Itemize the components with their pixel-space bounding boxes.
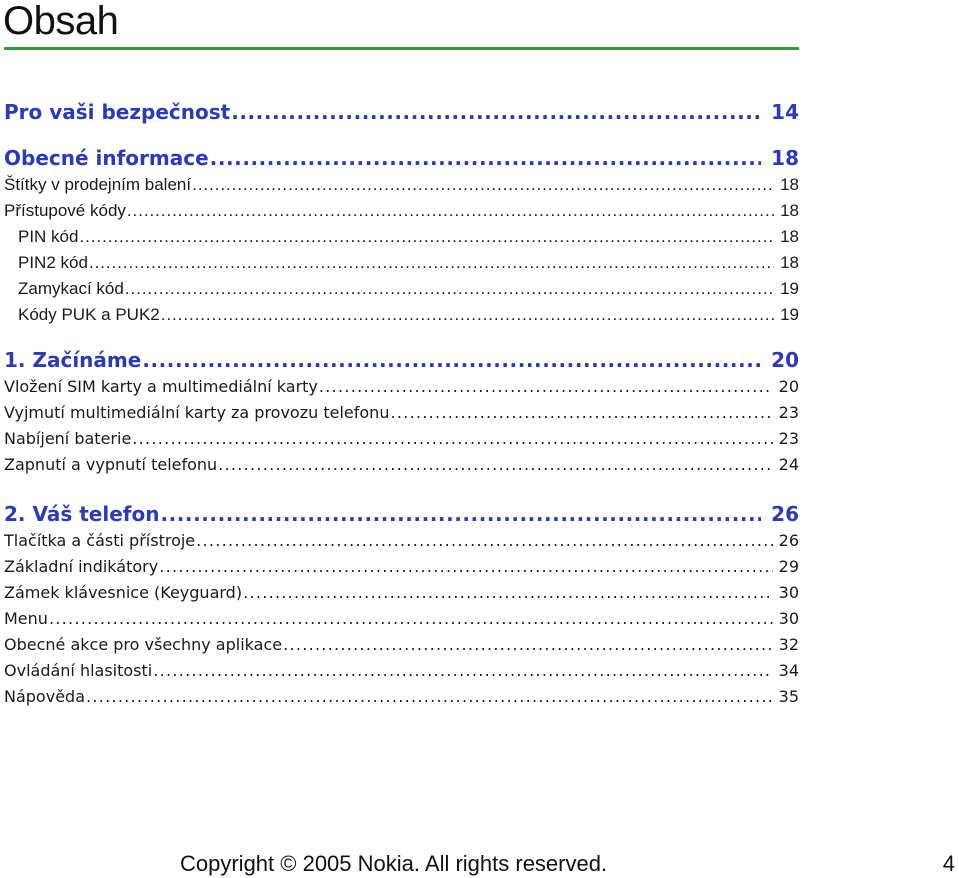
toc-entry-title: PIN kód: [18, 227, 79, 246]
toc-entry-page: 23: [778, 429, 799, 448]
toc-leader-dots: [159, 554, 772, 580]
toc-leader-dots: [218, 452, 772, 478]
toc-section-title: 2. Váš telefon: [4, 502, 160, 526]
toc-entry-title: Nabíjení baterie: [4, 429, 132, 448]
toc-entry-title: Vložení SIM karty a multimediální karty: [4, 377, 318, 396]
page-title: Obsah: [3, 0, 119, 43]
toc-leader-dots: [231, 98, 761, 126]
toc-entry-title: Základní indikátory: [4, 557, 159, 576]
toc-entry[interactable]: Základní indikátory 29: [4, 554, 799, 580]
toc-entry[interactable]: Zámek klávesnice (Keyguard) 30: [4, 580, 799, 606]
toc-section[interactable]: Obecné informace 18: [4, 144, 799, 172]
toc-entry-title: PIN2 kód: [18, 253, 88, 272]
toc-section-page: 18: [771, 146, 799, 170]
toc-entry-title: Přístupové kódy: [4, 201, 126, 220]
toc-leader-dots: [125, 276, 774, 302]
copyright-notice: Copyright © 2005 Nokia. All rights reser…: [180, 851, 608, 876]
toc-entry-page: 24: [778, 455, 799, 474]
toc-entry[interactable]: Vložení SIM karty a multimediální karty 2…: [4, 374, 799, 400]
toc-entry[interactable]: Vyjmutí multimediální karty za provozu t…: [4, 400, 799, 426]
toc-entry-page: 30: [778, 609, 799, 628]
toc-entry[interactable]: Kódy PUK a PUK2 19: [18, 302, 799, 328]
toc-entry[interactable]: PIN kód 18: [18, 224, 799, 250]
toc-entry-page: 20: [778, 377, 799, 396]
toc-entry-title: Ovládání hlasitosti: [4, 661, 153, 680]
toc-leader-dots: [160, 500, 761, 528]
toc-section-page: 20: [771, 348, 799, 372]
toc-entry-page: 18: [780, 253, 799, 272]
toc-entry-title: Štítky v prodejním balení: [4, 175, 192, 194]
toc-section[interactable]: 2. Váš telefon 26: [4, 500, 799, 528]
toc-entry-title: Obecné akce pro všechny aplikace: [4, 635, 283, 654]
toc-leader-dots: [49, 606, 773, 632]
toc-entry[interactable]: Štítky v prodejním balení 18: [4, 172, 799, 198]
toc-entry-title: Kódy PUK a PUK2: [18, 305, 160, 324]
toc-leader-dots: [142, 346, 761, 374]
toc-section-title: 1. Začínáme: [4, 348, 142, 372]
toc-leader-dots: [192, 172, 774, 198]
toc-entry-page: 29: [778, 557, 799, 576]
toc-entry-title: Vyjmutí multimediální karty za provozu t…: [4, 403, 390, 422]
toc-section-page: 14: [771, 100, 799, 124]
toc-entry-page: 19: [780, 279, 799, 298]
toc-entry[interactable]: Přístupové kódy 18: [4, 198, 799, 224]
toc-leader-dots: [161, 302, 774, 328]
toc-section-title: Pro vaši bezpečnost: [4, 100, 231, 124]
toc-entry-title: Zámek klávesnice (Keyguard): [4, 583, 243, 602]
toc-entry-title: Zamykací kód: [18, 279, 124, 298]
toc-entry[interactable]: Nápověda 35: [4, 684, 799, 710]
toc-entry-title: Tlačítka a části přístroje: [4, 531, 196, 550]
toc-entry[interactable]: Menu 30: [4, 606, 799, 632]
toc-leader-dots: [127, 198, 774, 224]
toc-entry-page: 35: [778, 687, 799, 706]
toc-leader-dots: [86, 684, 773, 710]
toc-leader-dots: [319, 374, 773, 400]
toc-entry-page: 34: [778, 661, 799, 680]
toc-entry-title: Nápověda: [4, 687, 85, 706]
toc-leader-dots: [210, 144, 761, 172]
toc-entry[interactable]: Nabíjení baterie 23: [4, 426, 799, 452]
toc-leader-dots: [390, 400, 772, 426]
toc-section-title: Obecné informace: [4, 146, 209, 170]
toc-leader-dots: [196, 528, 773, 554]
toc-section[interactable]: 1. Začínáme 20: [4, 346, 799, 374]
toc-leader-dots: [243, 580, 773, 606]
toc-leader-dots: [132, 426, 772, 452]
title-divider: [4, 47, 799, 50]
toc-entry-title: Menu: [4, 609, 48, 628]
toc-entry[interactable]: PIN2 kód 18: [18, 250, 799, 276]
toc-leader-dots: [79, 224, 774, 250]
toc-entry-page: 26: [778, 531, 799, 550]
toc-entry-page: 23: [778, 403, 799, 422]
toc-entry-page: 18: [780, 227, 799, 246]
toc-leader-dots: [89, 250, 774, 276]
toc-section-page: 26: [771, 502, 799, 526]
toc-entry[interactable]: Tlačítka a části přístroje 26: [4, 528, 799, 554]
page-number: 4: [942, 851, 955, 876]
toc-leader-dots: [283, 632, 773, 658]
toc-section[interactable]: Pro vaši bezpečnost 14: [4, 98, 799, 126]
toc-entry-page: 18: [780, 201, 799, 220]
toc-entry-title: Zapnutí a vypnutí telefonu: [4, 455, 218, 474]
toc-entry[interactable]: Zamykací kód 19: [18, 276, 799, 302]
toc-entry[interactable]: Ovládání hlasitosti 34: [4, 658, 799, 684]
toc-entry-page: 18: [780, 175, 799, 194]
toc-entry-page: 19: [780, 305, 799, 324]
toc-entry-page: 32: [778, 635, 799, 654]
toc-entry[interactable]: Zapnutí a vypnutí telefonu 24: [4, 452, 799, 478]
toc-entry-page: 30: [778, 583, 799, 602]
toc-entry[interactable]: Obecné akce pro všechny aplikace 32: [4, 632, 799, 658]
toc-leader-dots: [153, 658, 772, 684]
